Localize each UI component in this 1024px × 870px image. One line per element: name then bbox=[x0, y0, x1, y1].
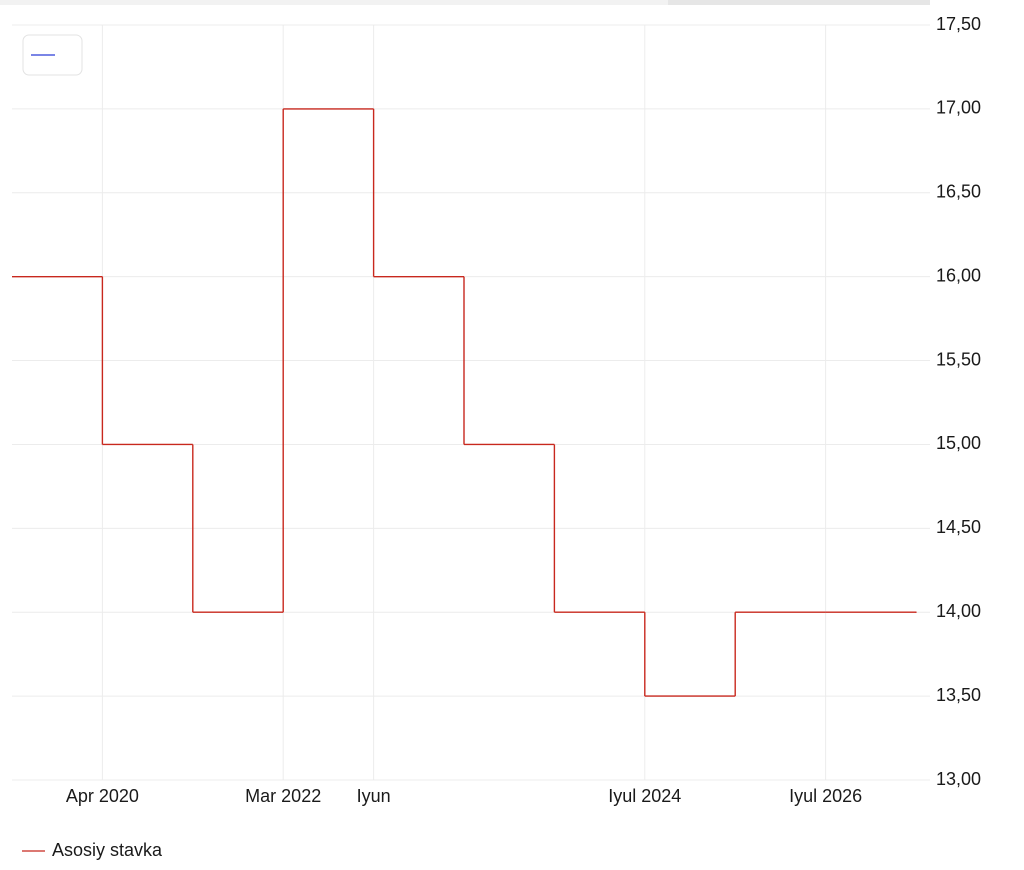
x-tick-label: Iyul 2024 bbox=[608, 786, 681, 806]
top-scroll-bar bbox=[0, 0, 930, 5]
y-tick-label: 17,50 bbox=[936, 14, 981, 34]
x-tick-label: Iyul 2026 bbox=[789, 786, 862, 806]
y-tick-label: 15,50 bbox=[936, 349, 981, 369]
y-tick-label: 16,50 bbox=[936, 182, 981, 202]
scroll-thumb bbox=[668, 0, 930, 5]
x-tick-label: Iyun bbox=[357, 786, 391, 806]
legend-label: Asosiy stavka bbox=[52, 840, 163, 860]
plot bbox=[12, 108, 917, 697]
y-tick-label: 13,00 bbox=[936, 769, 981, 789]
y-tick-label: 17,00 bbox=[936, 98, 981, 118]
step-end bbox=[915, 611, 917, 613]
grid: 13,00 13,50 14,00 14,50 15,00 15,50 16,00 16,50… bbox=[12, 14, 981, 806]
y-tick-label: 14,50 bbox=[936, 517, 981, 537]
y-tick-label: 15,00 bbox=[936, 433, 981, 453]
y-tick-label: 14,00 bbox=[936, 601, 981, 621]
y-tick-label: 16,00 bbox=[936, 265, 981, 285]
x-tick-label: Mar 2022 bbox=[245, 786, 321, 806]
y-tick-label: 13,50 bbox=[936, 685, 981, 705]
x-tick-label: Apr 2020 bbox=[66, 786, 139, 806]
